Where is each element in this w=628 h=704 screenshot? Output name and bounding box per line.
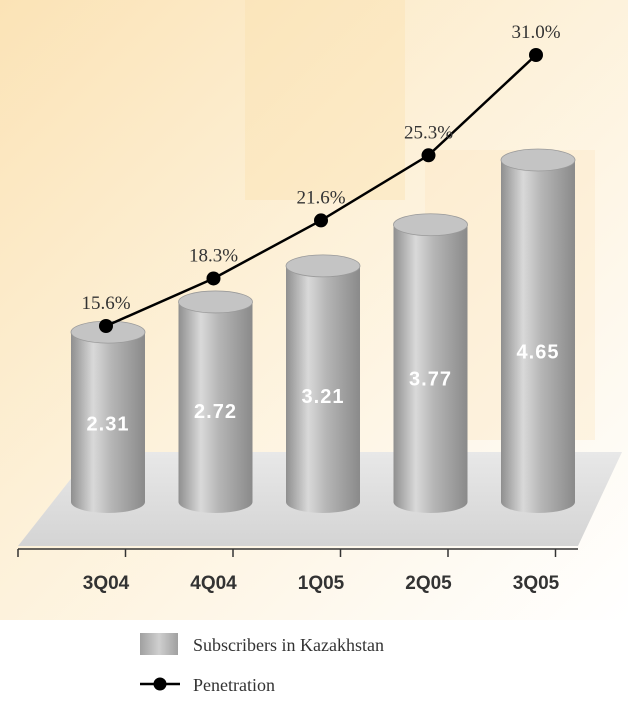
bar-body <box>393 224 468 513</box>
bar-top <box>178 290 253 314</box>
bar-3Q04: 2.31 <box>70 320 146 513</box>
bar-top <box>393 213 468 237</box>
legend: Subscribers in Kazakhstan Penetration <box>140 633 384 695</box>
x-tick-labels: 3Q04 4Q04 1Q05 2Q05 3Q05 <box>83 573 560 594</box>
penetration-point <box>314 213 328 228</box>
bar-body <box>501 160 575 513</box>
bar-1Q05: 3.21 <box>285 254 361 513</box>
penetration-point <box>529 48 543 62</box>
penetration-line-layer: 15.6% 18.3% 21.6% 25.3% 31.0% <box>81 22 561 333</box>
bar-body <box>71 332 145 513</box>
penetration-label: 25.3% <box>404 122 453 143</box>
x-tick-label: 4Q04 <box>190 573 237 594</box>
penetration-point <box>99 319 113 333</box>
penetration-label: 18.3% <box>189 245 238 266</box>
bar-2Q05: 3.77 <box>393 213 468 513</box>
penetration-label: 21.6% <box>296 187 345 208</box>
bar-4Q04: 2.72 <box>178 290 253 513</box>
bar-body <box>286 265 360 513</box>
legend-swatch-bar <box>140 633 178 655</box>
bar-value-label: 2.31 <box>87 414 130 436</box>
bar-top <box>500 148 576 172</box>
legend-item-subscribers: Subscribers in Kazakhstan <box>140 633 384 655</box>
x-axis-ticks <box>17 549 557 557</box>
legend-swatch-marker <box>153 677 167 691</box>
bar-3Q05: 4.65 <box>500 148 576 513</box>
x-tick-label: 3Q04 <box>83 573 130 594</box>
x-tick-label: 3Q05 <box>513 573 560 594</box>
bars-layer: 2.31 2.72 3.21 3.77 4.65 <box>70 148 576 513</box>
bar-body <box>178 301 253 513</box>
bar-value-label: 2.72 <box>194 401 237 423</box>
penetration-point <box>206 271 221 286</box>
bar-value-label: 3.21 <box>302 386 345 408</box>
penetration-label: 31.0% <box>511 22 560 43</box>
bar-value-label: 4.65 <box>517 341 560 363</box>
legend-item-penetration: Penetration <box>140 675 275 695</box>
legend-label: Penetration <box>193 675 275 695</box>
legend-label: Subscribers in Kazakhstan <box>193 635 384 655</box>
x-tick-label: 2Q05 <box>405 573 452 594</box>
penetration-point <box>421 148 436 163</box>
x-tick-label: 1Q05 <box>298 573 345 594</box>
bar-value-label: 3.77 <box>409 369 452 391</box>
penetration-label: 15.6% <box>81 293 130 314</box>
background-tile <box>245 0 405 200</box>
bar-top <box>285 254 361 278</box>
